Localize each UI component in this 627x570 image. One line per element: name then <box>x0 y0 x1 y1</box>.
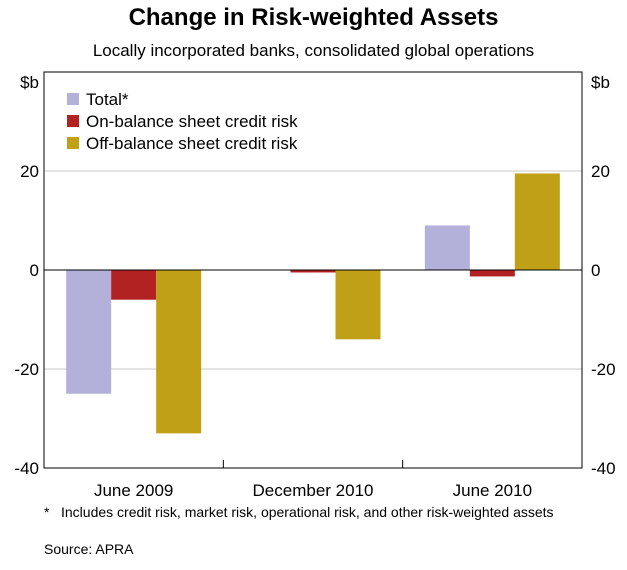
legend: Total* On-balance sheet credit risk Off-ba… <box>67 90 298 153</box>
footnote-marker: * <box>44 504 50 520</box>
y-tick-label-left: -40 <box>14 459 39 478</box>
legend-swatch <box>67 137 79 149</box>
bar <box>469 270 515 277</box>
bars <box>66 173 560 434</box>
footnote: * Includes credit risk, market risk, ope… <box>44 505 604 520</box>
x-tick-label: December 2010 <box>253 481 374 500</box>
legend-swatch <box>67 93 79 105</box>
chart-title: Change in Risk-weighted Assets <box>128 4 499 31</box>
footnote-text: Includes credit risk, market risk, opera… <box>61 504 554 520</box>
chart-subtitle: Locally incorporated banks, consolidated… <box>92 41 535 60</box>
legend-label: On-balance sheet credit risk <box>86 112 298 131</box>
y-tick-label-right: 0 <box>591 261 600 280</box>
source-note: Source: APRA <box>44 541 134 557</box>
bar <box>111 270 157 300</box>
axes: -40 -40 -20 -20 0 0 20 20 $b $b June 2009 December … <box>14 71 616 500</box>
plot-frame <box>43 71 583 469</box>
bar <box>66 270 112 394</box>
y-tick-label-right: -40 <box>591 459 616 478</box>
y-axis-label-left: $b <box>20 73 39 92</box>
y-tick-label-right: -20 <box>591 360 616 379</box>
y-tick-label-left: -20 <box>14 360 39 379</box>
y-tick-label-left: 0 <box>30 261 39 280</box>
bar <box>335 270 381 340</box>
x-tick-label: June 2009 <box>94 481 173 500</box>
legend-label: Total* <box>86 90 129 109</box>
x-tick-label: June 2010 <box>453 481 532 500</box>
bar <box>514 173 560 270</box>
y-tick-label-left: 20 <box>20 162 39 181</box>
bar <box>424 225 470 270</box>
bar <box>290 270 336 273</box>
y-tick-label-right: 20 <box>591 162 610 181</box>
legend-swatch <box>67 115 79 127</box>
legend-label: Off-balance sheet credit risk <box>86 134 298 153</box>
y-axis-label-right: $b <box>591 73 610 92</box>
bar <box>156 270 202 434</box>
gridlines <box>44 170 582 469</box>
